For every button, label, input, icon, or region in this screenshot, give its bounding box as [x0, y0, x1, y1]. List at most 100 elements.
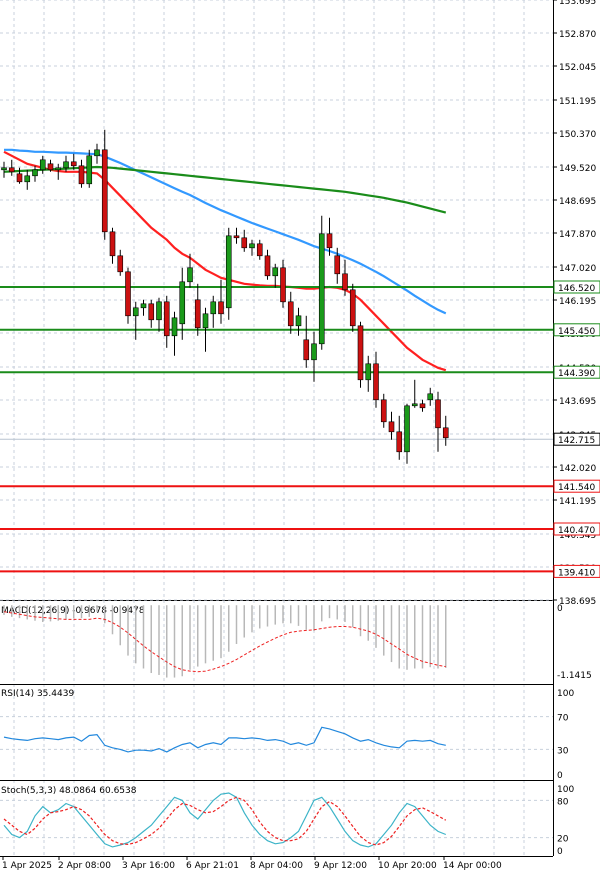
candle-up: [39, 159, 46, 171]
rsi-panel[interactable]: RSI(14) 35.4439 100 70 30 0: [0, 689, 574, 781]
macd-tick-min: -1.1415: [557, 671, 592, 681]
candle-up: [187, 267, 193, 283]
candle-down: [233, 235, 240, 239]
level-label: 145.450: [558, 327, 595, 337]
x-tick-label: 14 Apr 00:00: [443, 861, 502, 871]
level-label: 140.470: [558, 526, 595, 536]
y-tick-label: 148.695: [559, 197, 596, 207]
x-tick-label: 6 Apr 21:01: [186, 861, 239, 871]
level-label: 144.390: [558, 369, 595, 379]
candle-down: [8, 167, 15, 173]
level-label: 139.410: [558, 568, 595, 578]
candle-down: [70, 161, 77, 167]
candle-down: [218, 301, 224, 315]
stochastic-title: Stoch(5,3,3) 48.0864 60.6538: [1, 786, 137, 796]
candle-down: [241, 237, 248, 249]
macd-title: MACD(12,26,9) -0.9678 -0.9478: [1, 606, 145, 616]
moving-average-line: [3, 150, 447, 372]
candle-down: [380, 399, 387, 423]
y-tick-label: 143.695: [559, 397, 596, 407]
candle-up: [171, 317, 178, 337]
candle-down: [109, 231, 116, 257]
candle-up: [179, 281, 186, 325]
rsi-tick-label: 0: [557, 771, 563, 781]
macd-panel[interactable]: MACD(12,26,9) -0.9678 -0.9478 0 -1.1415: [1, 604, 592, 681]
level-label-box: [553, 522, 600, 536]
x-tick-label: 2 Apr 08:00: [58, 861, 111, 871]
candle-up: [249, 243, 255, 249]
level-label-box: [553, 365, 600, 379]
candle-up: [63, 161, 69, 169]
x-tick-label: 8 Apr 04:00: [250, 861, 303, 871]
candle-down: [256, 243, 263, 257]
candle-up: [225, 235, 232, 309]
macd-tick-zero: 0: [557, 604, 563, 614]
level-label-box: [553, 479, 600, 493]
candle-down: [373, 363, 379, 401]
candle-down: [264, 255, 271, 277]
y-tick-label: 150.370: [559, 130, 596, 140]
y-tick-label: 152.870: [559, 30, 596, 40]
candle-up: [132, 307, 139, 317]
candle-up: [202, 313, 209, 329]
candle-up: [140, 303, 147, 309]
candle-up: [272, 267, 279, 277]
candle-down: [342, 273, 348, 291]
candle-down: [280, 267, 286, 303]
y-tick-label: 146.195: [559, 297, 596, 307]
candle-down: [148, 303, 155, 321]
stochastic-k-line: [3, 792, 447, 848]
candle-up: [32, 169, 38, 177]
x-tick-label: 9 Apr 12:00: [314, 861, 367, 871]
candle-up: [1, 167, 7, 171]
candle-up: [404, 405, 410, 453]
x-tick-label: 3 Apr 16:00: [122, 861, 175, 871]
level-label: 141.540: [558, 483, 595, 493]
candle-up: [318, 233, 325, 345]
price-panel[interactable]: 153.695 152.870 152.045 151.195 150.370 149.5…: [0, 0, 600, 607]
candle-down: [117, 255, 124, 273]
candle-down: [357, 325, 364, 381]
level-label: 146.520: [558, 284, 595, 294]
candle-down: [47, 163, 54, 171]
level-label-box: [553, 323, 600, 337]
y-tick-label: 153.695: [559, 0, 596, 7]
chart-grid: [0, 0, 554, 857]
current-price-box: [553, 432, 600, 446]
rsi-tick-label: 100: [557, 689, 574, 699]
y-tick-label: 151.195: [559, 97, 596, 107]
candle-up: [156, 301, 162, 321]
stochastic-tick-label: 80: [557, 797, 569, 807]
candle-down: [334, 255, 341, 275]
current-price-label: 142.715: [558, 436, 595, 446]
rsi-line: [3, 726, 446, 753]
candle-down: [435, 399, 441, 429]
y-tick-label: 147.870: [559, 230, 596, 240]
candle-down: [163, 301, 170, 337]
stochastic-panel[interactable]: Stoch(5,3,3) 48.0864 60.6538 100 80 20 0: [0, 785, 574, 857]
moving-average-line: [4, 148, 447, 315]
candle-down: [125, 271, 131, 317]
stochastic-tick-label: 20: [557, 835, 569, 845]
candle-down: [101, 149, 108, 233]
candle-up: [311, 343, 317, 361]
y-tick-label: 152.045: [559, 63, 596, 73]
candle-down: [396, 431, 403, 453]
rsi-tick-label: 70: [557, 714, 569, 724]
candle-up: [295, 315, 302, 327]
x-tick-label: 1 Apr 2025: [2, 861, 52, 871]
candle-down: [194, 299, 201, 329]
candle-down: [349, 289, 356, 327]
candle-up: [411, 403, 418, 407]
rsi-title: RSI(14) 35.4439: [1, 689, 74, 699]
macd-signal-line: [3, 611, 446, 673]
candle-up: [94, 149, 100, 157]
candle-up: [365, 363, 372, 381]
y-tick-label: 147.020: [559, 264, 596, 274]
candle-down: [326, 233, 333, 249]
x-tick-label: 10 Apr 20:00: [378, 861, 437, 871]
level-label-box: [553, 280, 600, 294]
y-tick-label: 142.020: [559, 464, 596, 474]
x-axis: 1 Apr 2025 2 Apr 08:00 3 Apr 16:00 6 Apr 21…: [2, 856, 502, 871]
